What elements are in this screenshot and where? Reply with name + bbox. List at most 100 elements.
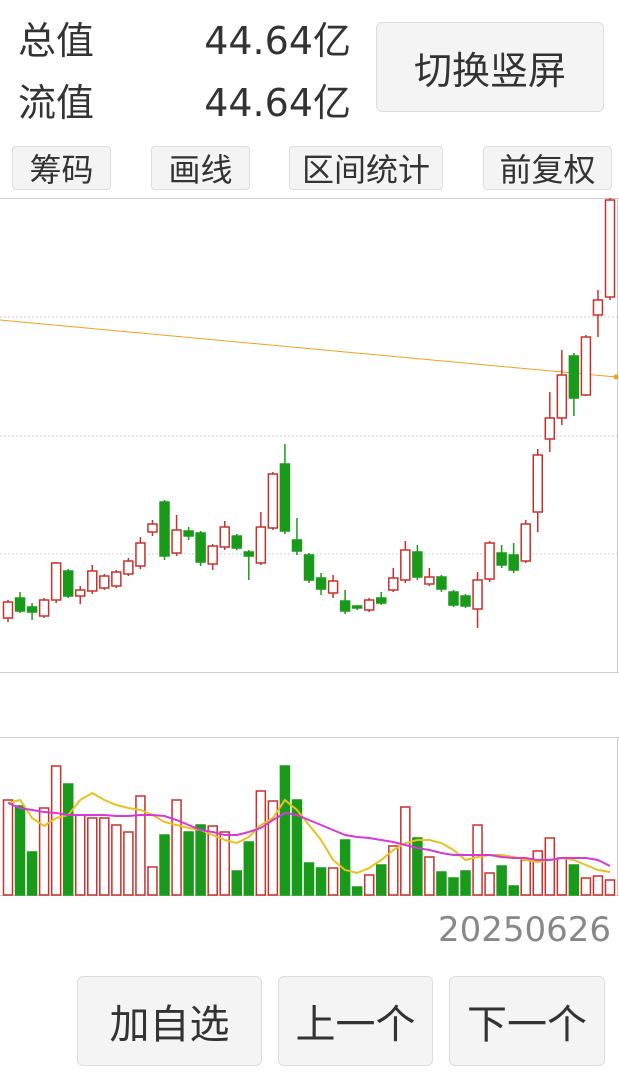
toggle-button[interactable]: 切换竖屏 (376, 22, 604, 112)
candle-body (2, 601, 14, 619)
candle-body (339, 600, 351, 612)
candle-body (135, 542, 146, 567)
candle-body (351, 605, 363, 609)
candle-body (375, 597, 387, 604)
volume-bar (400, 806, 411, 896)
volume-bar (375, 864, 387, 896)
volume-bar (135, 795, 146, 896)
volume-bar (604, 879, 616, 896)
volume-bar (111, 824, 122, 896)
volume-bar (26, 851, 38, 896)
float-value: 44.64亿 (204, 81, 351, 125)
button[interactable]: 上一个 (278, 976, 433, 1066)
candle-body (207, 545, 218, 565)
volume-bar (472, 824, 483, 896)
candle-body (508, 554, 519, 571)
volume-bar (508, 885, 519, 896)
volume-bar (38, 807, 50, 896)
volume-bar (363, 874, 375, 896)
candle-body (303, 554, 315, 581)
candle-body (315, 577, 327, 590)
total-label: 总值 (18, 19, 95, 63)
candle-body (87, 570, 98, 592)
volume-bar (460, 870, 471, 896)
volume-bar (147, 866, 158, 896)
volume-bar (50, 765, 62, 896)
volume-bar (580, 877, 592, 896)
candle-body (460, 595, 471, 607)
candle-body (171, 529, 182, 554)
tab[interactable]: 筹码 (12, 146, 111, 190)
volume-bar (99, 817, 110, 896)
tab[interactable]: 画线 (151, 146, 250, 190)
volume-bar (424, 856, 435, 896)
tab[interactable]: 前复权 (483, 146, 612, 190)
candle-body (568, 355, 580, 399)
candle-body (424, 576, 435, 585)
candle-body (26, 606, 38, 613)
candle-body (50, 562, 62, 601)
float-label: 流值 (18, 81, 95, 125)
volume-bar (2, 799, 14, 896)
button[interactable]: 加自选 (77, 976, 262, 1066)
volume-bar (351, 886, 363, 896)
volume-bar (315, 867, 327, 896)
candle-body (472, 579, 483, 610)
volume-bar (592, 875, 604, 896)
candle-body (556, 374, 568, 419)
candle-body (243, 551, 255, 557)
volume-bar (14, 805, 26, 896)
candle-body (327, 580, 339, 594)
candle-body (400, 549, 411, 581)
candle-body (448, 591, 459, 606)
volume-bar (123, 831, 134, 896)
volume-bar (267, 800, 279, 896)
volume-bar (412, 837, 423, 896)
volume-bar (532, 850, 544, 896)
candle-body (38, 599, 50, 617)
volume-bar (183, 831, 194, 896)
candle-body (484, 542, 495, 580)
volume-bar (291, 799, 303, 896)
candle-body (291, 539, 303, 552)
candle-body (363, 599, 375, 611)
volume-bar (496, 865, 507, 896)
candle-body (231, 535, 243, 549)
candle-body (532, 454, 544, 513)
candle-body (496, 552, 507, 566)
candle-body (62, 570, 74, 597)
trend-dot (613, 374, 619, 380)
candle-body (14, 597, 26, 612)
volume-bar (74, 814, 86, 896)
volume-bar (219, 831, 230, 896)
candle-body (520, 523, 531, 562)
volume-bar (279, 765, 291, 896)
volume-bar (255, 790, 267, 896)
volume-bar (243, 841, 255, 896)
candle-body (219, 526, 230, 548)
button[interactable]: 下一个 (449, 976, 605, 1066)
volume-bar (159, 834, 170, 896)
candle-body (123, 560, 134, 575)
candle-body (279, 463, 291, 532)
volume-bar (231, 870, 243, 896)
candle-body (580, 336, 592, 396)
candle-body (255, 526, 267, 564)
candle-body (159, 501, 170, 557)
volume-bar (195, 824, 206, 896)
candle-body (604, 199, 616, 298)
volume-bar (207, 825, 218, 896)
candle-body (436, 576, 447, 590)
tab[interactable]: 区间统计 (289, 146, 443, 190)
volume-bar (436, 871, 447, 896)
volume-bar (556, 857, 568, 896)
volume-bar (448, 877, 459, 896)
volume-bar (520, 859, 531, 896)
ma-line (7, 802, 611, 867)
candle-body (195, 532, 206, 563)
volume-bar (171, 799, 182, 896)
candle-body (267, 473, 279, 529)
volume-bar (303, 862, 315, 896)
